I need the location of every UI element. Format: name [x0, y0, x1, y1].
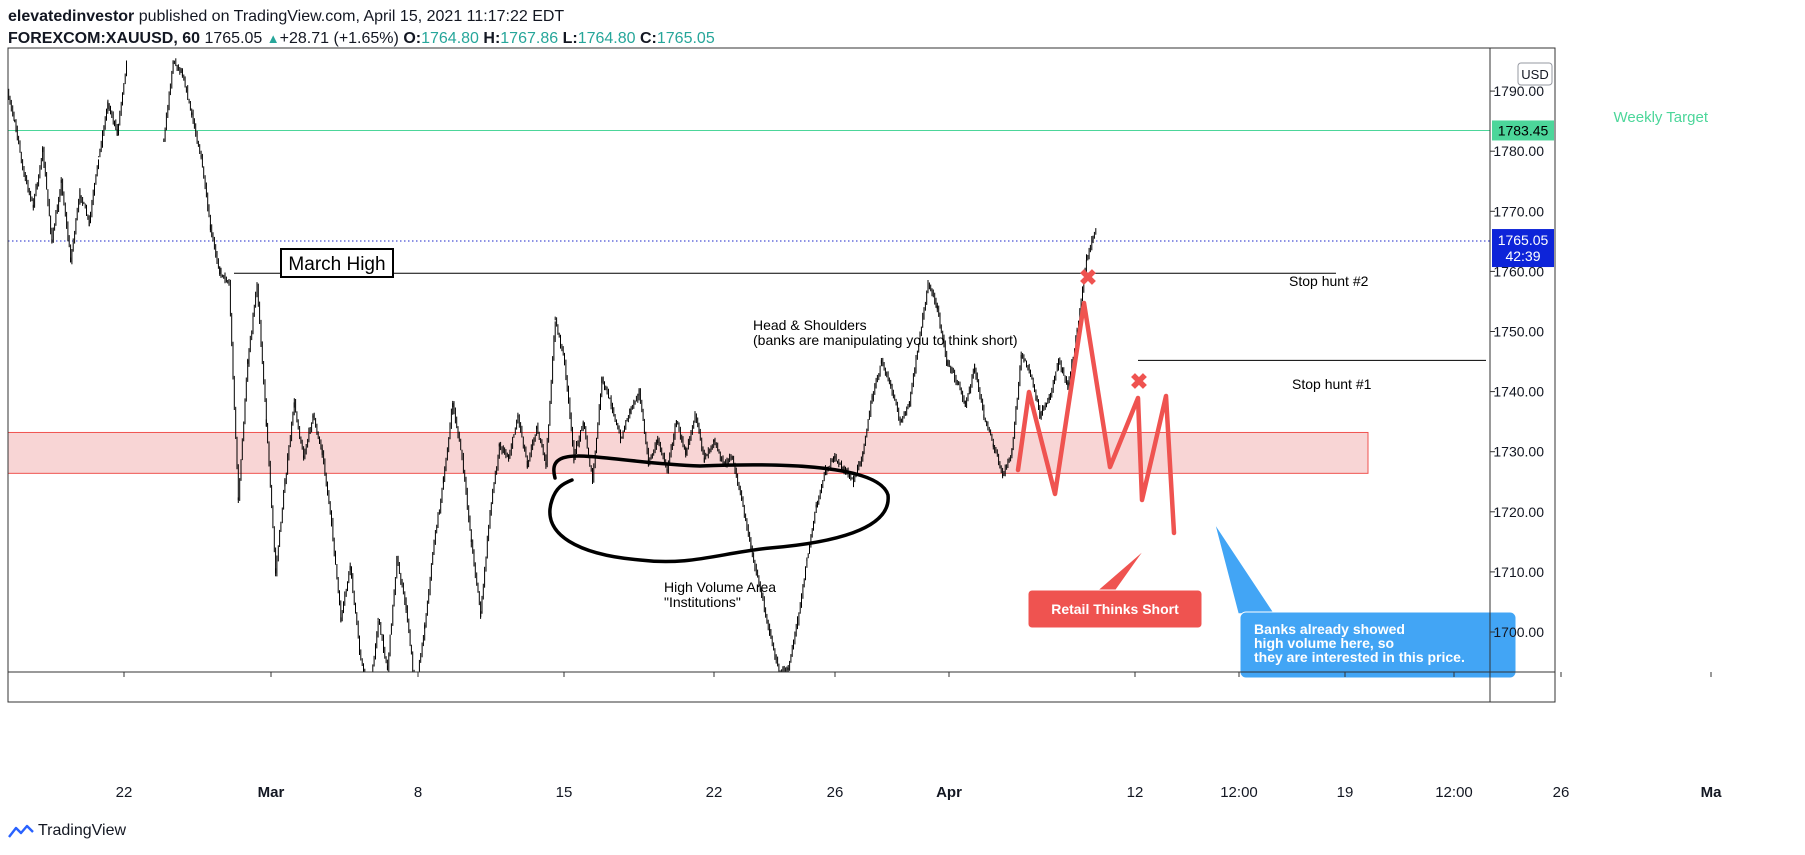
- y-tick-label: 1780.00: [1493, 143, 1544, 159]
- x-tick-label: 15: [556, 784, 573, 801]
- target-price-tag-label: 1783.45: [1498, 122, 1549, 138]
- x-mark-head: ✖: [1079, 265, 1097, 290]
- y-tick-label: 1760.00: [1493, 263, 1544, 279]
- march-high-label: March High: [288, 254, 385, 275]
- last-price-tag-label: 1765.05: [1498, 232, 1549, 248]
- retail-callout-label: Retail Thinks Short: [1051, 601, 1179, 617]
- head-shoulders-note: (banks are manipulating you to think sho…: [753, 332, 1018, 348]
- weekly-target-label: Weekly Target: [1614, 109, 1709, 126]
- stop-hunt-1-label: Stop hunt #1: [1292, 376, 1372, 392]
- y-tick-label: 1740.00: [1493, 384, 1544, 400]
- close-value: 1765.05: [656, 30, 715, 47]
- bar-countdown-label: 42:39: [1505, 248, 1540, 264]
- x-tick-label: Apr: [936, 784, 962, 801]
- retail-callout-box[interactable]: [1027, 589, 1203, 629]
- x-tick-label: 8: [414, 784, 422, 801]
- close-label: C:: [639, 30, 657, 47]
- banks-callout-line3: they are interested in this price.: [1254, 649, 1465, 665]
- high-volume-note: "Institutions": [664, 594, 741, 610]
- stop-hunt-2-label: Stop hunt #2: [1289, 273, 1369, 289]
- up-arrow-icon: ▲: [266, 31, 280, 46]
- banks-callout-pointer: [1213, 521, 1277, 615]
- head-shoulders-zigzag[interactable]: [1015, 300, 1177, 536]
- y-tick-label: 1700.00: [1493, 624, 1544, 640]
- publish-info: published on TradingView.com, April 15, …: [138, 8, 565, 25]
- last-price-tag[interactable]: [1492, 229, 1554, 268]
- x-tick-label: 26: [827, 784, 844, 801]
- open-value: 1764.80: [421, 30, 479, 47]
- x-tick-label: 22: [706, 784, 723, 801]
- ohlc-line: FOREXCOM:XAUUSD, 60 1765.05 ▲+28.71 (+1.…: [8, 28, 715, 50]
- low-value: 1764.80: [577, 30, 636, 47]
- y-tick-label: 1770.00: [1493, 203, 1544, 219]
- chart-header: elevatedinvestor published on TradingVie…: [8, 6, 715, 50]
- footer-brand[interactable]: TradingView: [8, 822, 126, 840]
- chart-frame: [7, 47, 1556, 703]
- high-volume-zone[interactable]: [7, 431, 1369, 474]
- high-volume-ellipse[interactable]: [548, 454, 890, 564]
- tradingview-logo-icon: [8, 824, 34, 838]
- x-tick-label: 26: [1553, 784, 1570, 801]
- currency-box[interactable]: [1517, 62, 1553, 86]
- y-tick-label: 1750.00: [1493, 324, 1544, 340]
- high-volume-label: High Volume Area: [664, 579, 776, 595]
- banks-callout-line2: high volume here, so: [1254, 635, 1394, 651]
- publish-line: elevatedinvestor published on TradingVie…: [8, 6, 715, 28]
- x-tick-label: Ma: [1701, 784, 1722, 801]
- high-label: H:: [483, 30, 501, 47]
- low-label: L:: [562, 30, 578, 47]
- currency-label: USD: [1521, 67, 1548, 82]
- y-tick-label: 1710.00: [1493, 564, 1544, 580]
- brand-name: TradingView: [38, 822, 127, 839]
- target-price-tag[interactable]: [1492, 120, 1554, 141]
- head-shoulders-label: Head & Shoulders: [753, 317, 867, 333]
- retail-callout-pointer: [1091, 547, 1147, 594]
- open-label: O:: [403, 30, 422, 47]
- x-tick-label: 12:00: [1435, 784, 1473, 801]
- high-value: 1767.86: [500, 30, 559, 47]
- banks-callout-line1: Banks already showed: [1254, 621, 1405, 637]
- banks-callout-box[interactable]: [1239, 611, 1517, 679]
- y-tick-label: 1720.00: [1493, 504, 1544, 520]
- last-price: 1765.05: [204, 30, 263, 47]
- y-tick-label: 1730.00: [1493, 444, 1544, 460]
- x-tick-label: 22: [116, 784, 133, 801]
- y-tick-label: 1790.00: [1493, 83, 1544, 99]
- symbol-label: FOREXCOM:XAUUSD, 60: [8, 30, 201, 47]
- price-change: +28.71 (+1.65%): [279, 30, 399, 47]
- author-name[interactable]: elevatedinvestor: [8, 8, 135, 25]
- x-tick-label: 12:00: [1220, 784, 1258, 801]
- x-mark-shoulder: ✖: [1130, 369, 1148, 394]
- x-tick-label: 12: [1127, 784, 1144, 801]
- march-high-box[interactable]: [280, 248, 394, 278]
- x-tick-label: 19: [1337, 784, 1354, 801]
- x-tick-label: Mar: [258, 784, 285, 801]
